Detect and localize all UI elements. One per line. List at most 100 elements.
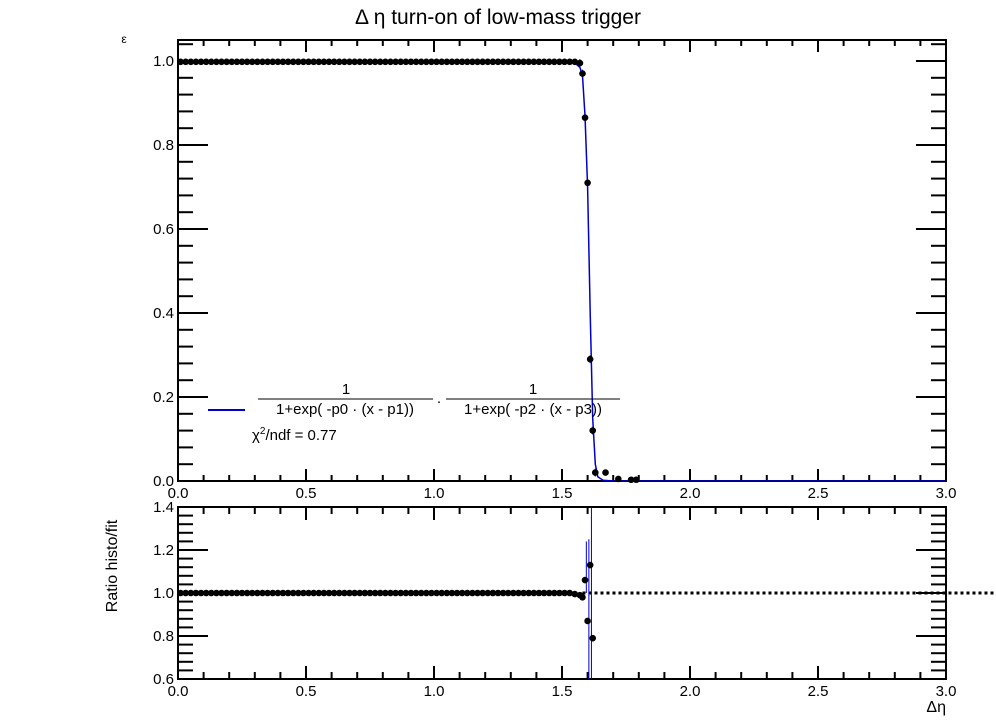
y-tick-label: 1.2 — [153, 542, 174, 559]
efficiency-point — [300, 58, 307, 66]
ratio-point — [341, 589, 348, 597]
ratio-point — [443, 589, 451, 597]
ratio-point — [479, 589, 486, 597]
ratio-point — [279, 589, 287, 597]
x-tick-label: 2.5 — [808, 485, 829, 502]
ratio-point — [346, 589, 353, 597]
x-tick-label: 1.0 — [424, 485, 445, 502]
x-tick-label: 3.0 — [936, 683, 957, 700]
y-tick-label: 1.0 — [153, 585, 174, 602]
legend-formula-denominator-1: 1+exp( -p0 · (x - p1)) — [276, 401, 414, 418]
y-tick-label: 1.0 — [153, 53, 174, 70]
ratio-point — [218, 589, 225, 597]
ratio-point — [448, 589, 456, 597]
ratio-point — [579, 594, 586, 601]
efficiency-point — [433, 58, 440, 66]
x-tick-label: 3.0 — [936, 485, 957, 502]
ratio-point — [407, 589, 415, 597]
efficiency-point — [579, 70, 586, 77]
efficiency-point — [213, 58, 220, 66]
x-axis-label: Δη — [926, 699, 946, 716]
ratio-point — [545, 589, 553, 597]
ratio-point — [295, 589, 302, 597]
efficiency-point — [269, 58, 277, 66]
ratio-point — [320, 589, 328, 597]
ratio-point — [463, 589, 471, 597]
efficiency-point — [233, 58, 241, 66]
ratio-point — [540, 589, 548, 597]
efficiency-point — [581, 114, 589, 121]
ratio-panel: 0.0 0.5 1.0 1.5 2.0 2.5 3.0 0.6 0.8 1.0 1.2 1.4 Rat… — [104, 499, 996, 716]
ratio-point — [330, 589, 338, 597]
y-tick-label: 1.4 — [153, 499, 174, 516]
efficiency-point — [589, 427, 597, 434]
x-tick-label: 0.5 — [296, 485, 317, 502]
x-tick-label: 0.0 — [168, 485, 189, 502]
ratio-point — [182, 589, 189, 597]
efficiency-point — [627, 476, 635, 484]
efficiency-point — [551, 58, 558, 66]
efficiency-point — [371, 58, 379, 66]
ratio-point — [412, 589, 420, 597]
top-axis-ticks — [177, 40, 947, 482]
efficiency-point — [279, 58, 287, 66]
legend-formula-denominator-2: 1+exp( -p2 · (x - p3)) — [464, 401, 602, 418]
efficiency-point — [366, 58, 374, 66]
efficiency-point — [284, 58, 292, 66]
ratio-point — [586, 561, 594, 569]
ratio-point — [325, 589, 333, 597]
ratio-point — [233, 589, 241, 597]
ratio-point — [469, 589, 476, 597]
efficiency-point — [591, 469, 599, 476]
efficiency-point — [407, 58, 415, 66]
x-tick-label: 1.5 — [552, 485, 573, 502]
y-tick-label: 0.0 — [153, 473, 174, 490]
efficiency-point — [351, 58, 358, 66]
ratio-point — [417, 589, 425, 597]
ratio-point — [566, 589, 573, 597]
ratio-point — [371, 589, 379, 597]
ratio-point — [438, 589, 445, 597]
efficiency-point — [177, 58, 184, 66]
efficiency-point — [584, 179, 591, 187]
ratio-point — [458, 589, 466, 597]
chi2-symbol: χ — [252, 427, 260, 444]
ratio-point — [300, 589, 307, 597]
legend-formula-dot: · — [437, 393, 442, 410]
ratio-point — [515, 589, 522, 597]
bottom-tick-labels: 0.0 0.5 1.0 1.5 2.0 2.5 3.0 0.6 0.8 1.0 1.2 1.4 — [153, 499, 956, 700]
ratio-point — [228, 589, 236, 597]
efficiency-point — [489, 58, 497, 66]
efficiency-point — [571, 58, 579, 66]
ratio-point — [259, 589, 266, 597]
efficiency-point — [207, 58, 215, 66]
ratio-point — [525, 589, 533, 597]
ratio-point — [535, 589, 543, 597]
ratio-point — [351, 589, 358, 597]
x-tick-label: 2.5 — [808, 683, 829, 700]
efficiency-point — [510, 58, 517, 66]
efficiency-point — [289, 58, 297, 66]
efficiency-point — [504, 58, 512, 66]
ratio-point — [520, 589, 527, 597]
efficiency-point — [238, 58, 246, 66]
legend-formula-numerator-2: 1 — [529, 381, 537, 398]
legend-formula-numerator-1: 1 — [342, 381, 350, 398]
efficiency-point — [341, 58, 348, 66]
ratio-point — [361, 589, 369, 597]
ratio-point — [207, 589, 215, 597]
ratio-point — [187, 589, 195, 597]
y-tick-label: 0.4 — [153, 305, 174, 322]
efficiency-point — [540, 58, 548, 66]
efficiency-point — [274, 58, 282, 66]
ratio-point — [530, 589, 538, 597]
efficiency-point — [361, 58, 369, 66]
ratio-point — [423, 589, 430, 597]
efficiency-point — [412, 58, 420, 66]
ratio-point — [387, 589, 394, 597]
ratio-point — [453, 589, 461, 597]
efficiency-point — [520, 58, 527, 66]
top-y-axis-label: ε — [121, 32, 127, 46]
x-tick-label: 2.0 — [680, 485, 701, 502]
y-tick-label: 0.8 — [153, 137, 174, 154]
